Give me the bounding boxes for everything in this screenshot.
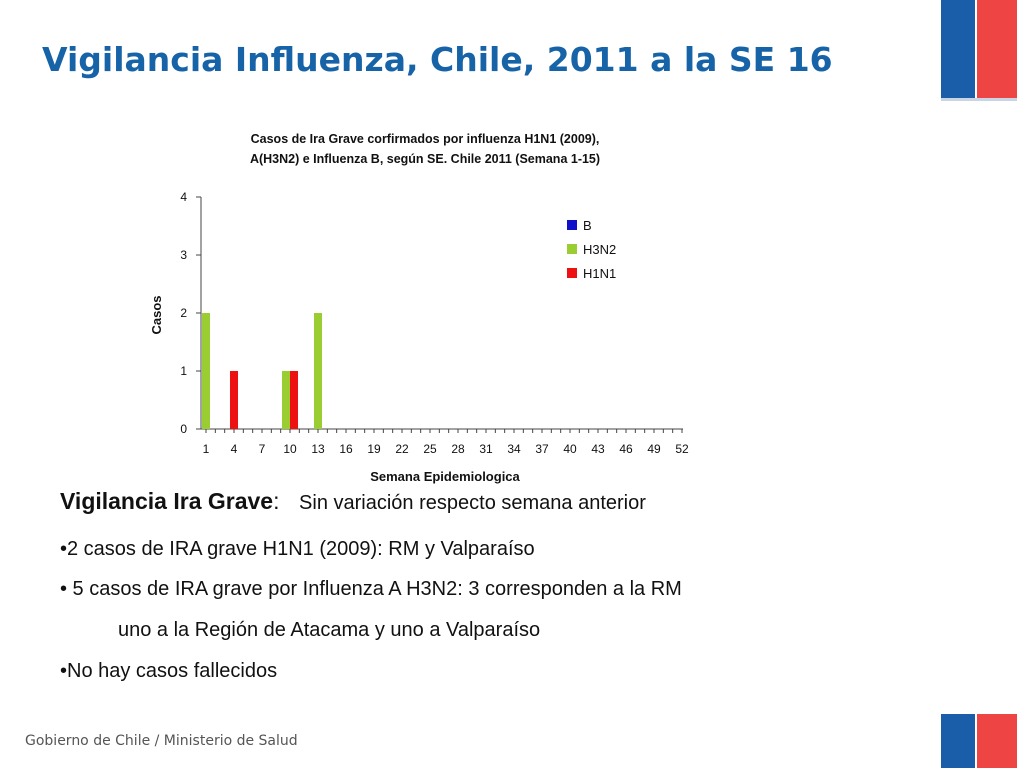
x-tick-label: 25 bbox=[423, 442, 437, 456]
summary-heading-sep: : bbox=[273, 488, 280, 514]
legend-swatch-b bbox=[567, 220, 577, 230]
x-tick-label: 49 bbox=[647, 442, 661, 456]
y-axis-label: Casos bbox=[149, 295, 164, 334]
legend-swatch-h3n2 bbox=[567, 244, 577, 254]
x-tick-label: 16 bbox=[339, 442, 353, 456]
bar-h3n2-week-13 bbox=[314, 313, 322, 429]
x-tick-label: 7 bbox=[259, 442, 266, 456]
chart-title-line1: Casos de Ira Grave corfirmados por influ… bbox=[251, 132, 600, 146]
y-tick-label: 1 bbox=[180, 364, 187, 378]
bar-h3n2-week-1 bbox=[202, 313, 210, 429]
legend-label-h3n2: H3N2 bbox=[583, 242, 616, 257]
legend-swatch-h1n1 bbox=[567, 268, 577, 278]
bar-h1n1-week-4 bbox=[230, 371, 238, 429]
y-tick-label: 2 bbox=[180, 306, 187, 320]
summary-heading-text: Sin variación respecto semana anterior bbox=[299, 492, 646, 514]
x-tick-label: 1 bbox=[203, 442, 210, 456]
y-tick-label: 0 bbox=[180, 422, 187, 436]
y-tick-label: 3 bbox=[180, 248, 187, 262]
x-tick-label: 34 bbox=[507, 442, 521, 456]
legend-label-b: B bbox=[583, 218, 592, 233]
chart-title-line2: A(H3N2) e Influenza B, según SE. Chile 2… bbox=[250, 152, 600, 166]
chile-flag-logo-bottom bbox=[941, 714, 1017, 768]
y-tick-label: 4 bbox=[180, 190, 187, 204]
bullet-h3n2-continuation: uno a la Región de Atacama y uno a Valpa… bbox=[118, 619, 541, 641]
legend-label-h1n1: H1N1 bbox=[583, 266, 616, 281]
bullet-h3n2: • 5 casos de IRA grave por Influenza A H… bbox=[60, 578, 682, 600]
x-axis-label: Semana Epidemiologica bbox=[370, 469, 520, 484]
chart-legend: B H3N2 H1N1 bbox=[567, 218, 616, 281]
slide-title: Vigilancia Influenza, Chile, 2011 a la S… bbox=[42, 40, 833, 79]
summary-heading: Vigilancia Ira Grave: Sin variación resp… bbox=[60, 488, 646, 515]
x-tick-label: 10 bbox=[283, 442, 297, 456]
x-tick-label: 13 bbox=[311, 442, 325, 456]
bullet-fallecidos: •No hay casos fallecidos bbox=[60, 660, 278, 682]
x-tick-label: 19 bbox=[367, 442, 381, 456]
x-tick-label: 52 bbox=[675, 442, 689, 456]
summary-heading-label: Vigilancia Ira Grave bbox=[60, 488, 274, 514]
x-tick-label: 22 bbox=[395, 442, 409, 456]
bar-h1n1-week-10 bbox=[290, 371, 298, 429]
x-tick-label: 37 bbox=[535, 442, 549, 456]
x-tick-label: 31 bbox=[479, 442, 493, 456]
x-tick-label: 46 bbox=[619, 442, 633, 456]
chart-bars bbox=[202, 313, 322, 429]
chile-flag-logo-top bbox=[941, 0, 1017, 101]
bullet-h1n1: •2 casos de IRA grave H1N1 (2009): RM y … bbox=[60, 538, 535, 560]
x-tick-label: 40 bbox=[563, 442, 577, 456]
x-tick-label: 28 bbox=[451, 442, 465, 456]
x-tick-label: 4 bbox=[231, 442, 238, 456]
footer-text: Gobierno de Chile / Ministerio de Salud bbox=[25, 733, 298, 749]
chart: Casos de Ira Grave corfirmados por influ… bbox=[149, 132, 689, 484]
x-tick-label: 43 bbox=[591, 442, 605, 456]
bar-h3n2-week-10 bbox=[282, 371, 290, 429]
